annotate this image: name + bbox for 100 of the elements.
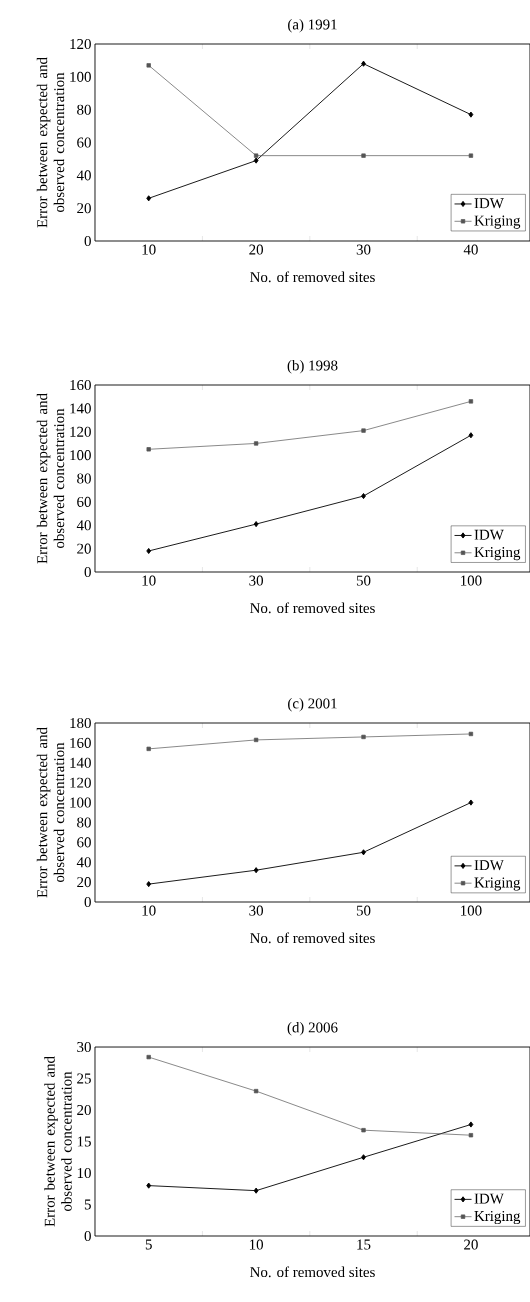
legend-label: IDW (474, 860, 504, 871)
y-tick-label: 160 (70, 379, 91, 391)
x-axis-title: No. of removed sites (250, 932, 375, 944)
legend-label: Kriging (474, 547, 521, 561)
point (146, 547, 152, 555)
x-tick-label: 100 (461, 575, 482, 586)
y-tick-label: 10 (77, 1167, 91, 1179)
y-tick-label: 120 (70, 38, 91, 50)
point (468, 1121, 474, 1128)
y-tick-label: 0 (84, 896, 91, 908)
point (361, 428, 366, 433)
y-tick-label: 120 (70, 777, 91, 788)
chart-title: (b) 1998 (287, 359, 338, 374)
y-tick-label: 30 (77, 1041, 91, 1053)
y-tick-label: 20 (77, 877, 91, 888)
point (146, 447, 151, 452)
chart-title: (d) 2006 (287, 1021, 338, 1036)
x-tick-label: 5 (145, 1239, 152, 1250)
point (146, 1182, 152, 1189)
point (146, 63, 151, 68)
point (253, 737, 259, 743)
point (468, 1133, 474, 1138)
y-tick-label: 140 (70, 757, 91, 768)
x-axis-title: No. of removed sites (250, 271, 375, 283)
y-tick-label: 15 (77, 1136, 91, 1147)
y-tick-label: 0 (84, 566, 91, 578)
point (146, 746, 151, 752)
point (468, 153, 474, 158)
x-tick-label: 15 (357, 1239, 371, 1250)
point (468, 399, 474, 404)
point (468, 432, 474, 439)
x-tick-label: 100 (461, 905, 482, 916)
point (253, 157, 259, 164)
point (361, 734, 366, 740)
y-tick-label: 40 (76, 520, 91, 531)
y-tick-label: 100 (70, 797, 91, 808)
point (253, 1187, 259, 1194)
point (361, 60, 366, 67)
y-tick-label: 20 (77, 1104, 91, 1116)
point (253, 153, 259, 158)
y-tick-label: 180 (70, 717, 91, 729)
y-tick-label: 80 (77, 104, 91, 115)
y-tick-label: 20 (77, 203, 91, 214)
y-tick-label: 40 (76, 170, 91, 181)
y-tick-label: 40 (76, 857, 91, 868)
x-tick-label: 30 (249, 575, 264, 586)
x-tick-label: 10 (249, 1239, 264, 1250)
x-tick-label: 50 (356, 575, 371, 586)
y-tick-label: 120 (70, 426, 91, 437)
point (361, 493, 366, 500)
point (361, 1128, 366, 1133)
x-tick-label: 20 (464, 1239, 478, 1250)
y-tick-label: 60 (77, 837, 91, 848)
point (361, 849, 366, 856)
y-axis-title: Error between expected and observed concentration (36, 727, 65, 898)
y-tick-label: 140 (70, 403, 91, 414)
point (146, 1054, 151, 1060)
point (361, 153, 366, 158)
y-axis-title: Error between expected and observed concentration (36, 57, 65, 228)
y-axis-title: Error between expected and observed concentration (44, 1056, 72, 1227)
y-tick-label: 100 (70, 71, 91, 82)
point (146, 195, 152, 202)
x-tick-label: 10 (142, 905, 156, 916)
x-tick-label: 10 (142, 575, 156, 586)
y-tick-label: 100 (70, 450, 91, 461)
point (468, 731, 474, 737)
y-tick-label: 5 (84, 1199, 91, 1210)
y-axis-title: Error between expected and observed concentration (36, 393, 65, 564)
x-axis-title: No. of removed sites (250, 1266, 375, 1278)
legend-label: Kriging (474, 1210, 521, 1225)
point (253, 867, 259, 874)
point (468, 111, 474, 118)
point (253, 441, 259, 446)
x-tick-label: 30 (249, 905, 264, 916)
legend-label: Kriging (474, 215, 521, 229)
chart-title: (c) 2001 (288, 697, 337, 712)
legend-label: IDW (474, 198, 504, 209)
x-tick-label: 10 (142, 244, 156, 255)
legend-label: Kriging (474, 877, 521, 891)
point (253, 1088, 259, 1094)
y-tick-label: 0 (84, 235, 91, 247)
y-tick-label: 160 (70, 737, 91, 748)
x-axis-title: No. of removed sites (250, 602, 375, 614)
x-tick-label: 50 (356, 905, 371, 916)
point (468, 799, 474, 806)
legend-label: IDW (474, 1193, 504, 1204)
legend-label: IDW (474, 529, 504, 540)
x-tick-label: 30 (356, 244, 371, 255)
point (361, 1154, 366, 1161)
y-tick-label: 20 (77, 543, 91, 554)
y-tick-label: 80 (77, 817, 91, 828)
point (146, 881, 152, 888)
point (253, 521, 259, 528)
x-tick-label: 20 (249, 244, 264, 255)
y-tick-label: 25 (77, 1073, 91, 1084)
y-tick-label: 60 (77, 137, 91, 148)
y-tick-label: 80 (77, 473, 91, 484)
y-tick-label: 60 (77, 496, 91, 507)
chart-title: (a) 1991 (288, 18, 337, 33)
x-tick-label: 40 (463, 244, 478, 255)
